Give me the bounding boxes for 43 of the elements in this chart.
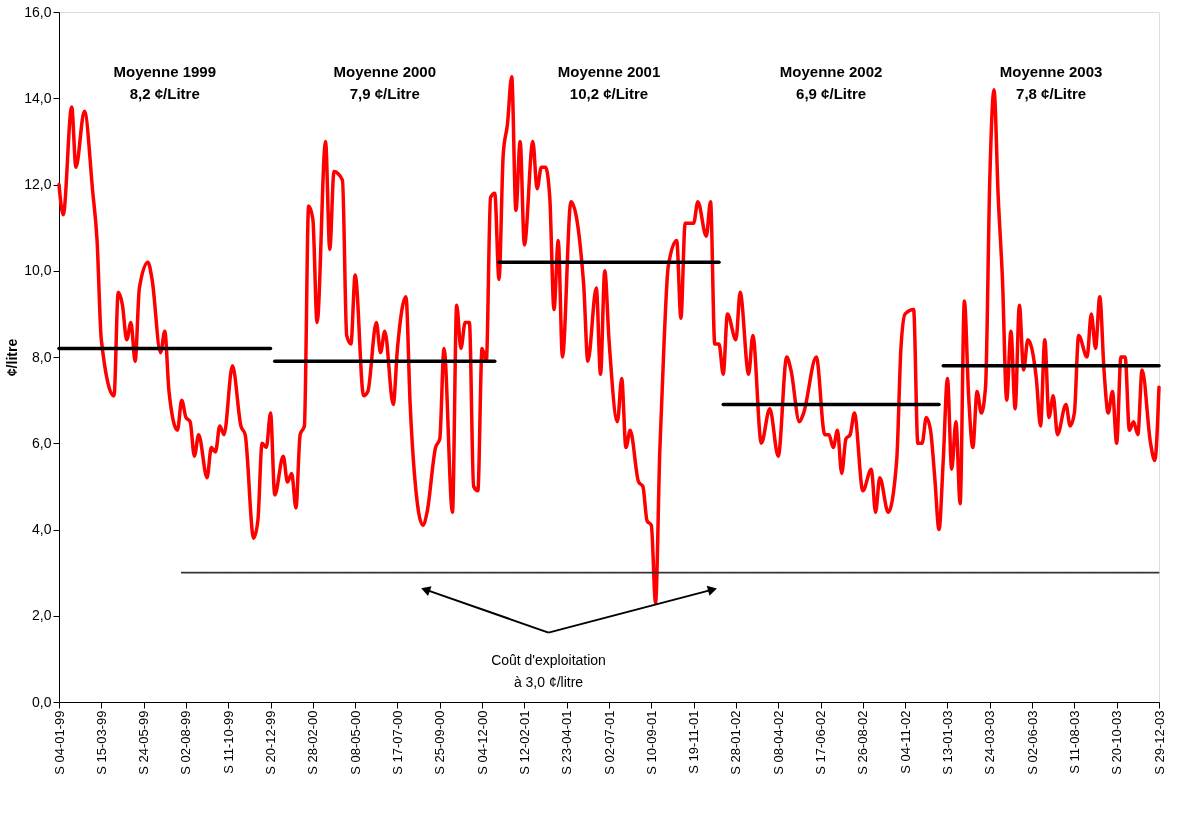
x-tick-label: S 12-02-01 [516,710,532,775]
y-tick-label: 4,0 [32,521,52,537]
x-tick-label: S 04-12-00 [474,710,490,775]
y-tick-label: 2,0 [32,607,52,624]
annotation: Moyenne 2000 7,9 ¢/Litre [333,63,437,102]
x-tick-label: S 28-02-00 [305,710,321,775]
x-tick-label: S 17-07-00 [389,710,405,775]
x-tick-label: S 08-04-02 [770,710,786,775]
annotation: Moyenne 2001 10,2 ¢/Litre [557,63,661,102]
x-tick-label: S 15-03-99 [93,710,109,775]
x-tick-label: S 28-01-02 [728,710,744,775]
y-tick-label: 0,0 [32,693,52,710]
x-tick-label: S 02-06-03 [1024,710,1040,775]
y-tick-label: 16,0 [24,3,52,20]
annotation: Coût d'exploitation à 3,0 ¢/litre [491,651,606,690]
x-tick-label: S 04-11-02 [897,710,913,774]
x-tick-label: S 11-10-99 [220,710,236,774]
x-tick-label: S 20-10-03 [1109,710,1125,775]
annotation: Moyenne 2002 6,9 ¢/Litre [779,63,883,102]
x-tick-label: S 13-01-03 [939,710,955,775]
annotation: Moyenne 2003 7,8 ¢/Litre [999,63,1103,102]
x-tick-label: S 25-09-00 [432,710,448,775]
x-tick-label: S 02-07-01 [601,710,617,775]
x-tick-label: S 17-06-02 [813,710,829,775]
x-tick-label: S 02-08-99 [178,710,194,775]
annotation: Moyenne 1999 8,2 ¢/Litre [113,63,217,102]
x-tick-label: S 20-12-99 [263,710,279,775]
x-tick-label: S 19-11-01 [686,710,702,774]
x-tick-label: S 08-05-00 [347,710,363,775]
y-tick-label: 12,0 [24,176,52,192]
y-tick-label: 14,0 [24,89,52,106]
x-tick-label: S 04-01-99 [51,710,67,775]
x-tick-label: S 10-09-01 [643,710,659,775]
y-tick-label: 6,0 [32,434,52,451]
y-tick-label: 8,0 [32,348,52,365]
y-axis-title: ¢/litre [4,338,21,377]
x-tick-label: S 11-08-03 [1066,710,1082,774]
x-tick-label: S 24-03-03 [982,710,998,775]
x-tick-label: S 23-04-01 [559,710,575,775]
x-tick-label: S 24-05-99 [136,710,152,775]
y-tick-label: 10,0 [24,262,52,279]
x-tick-label: S 26-08-02 [855,710,871,775]
x-tick-label: S 29-12-03 [1151,710,1167,775]
